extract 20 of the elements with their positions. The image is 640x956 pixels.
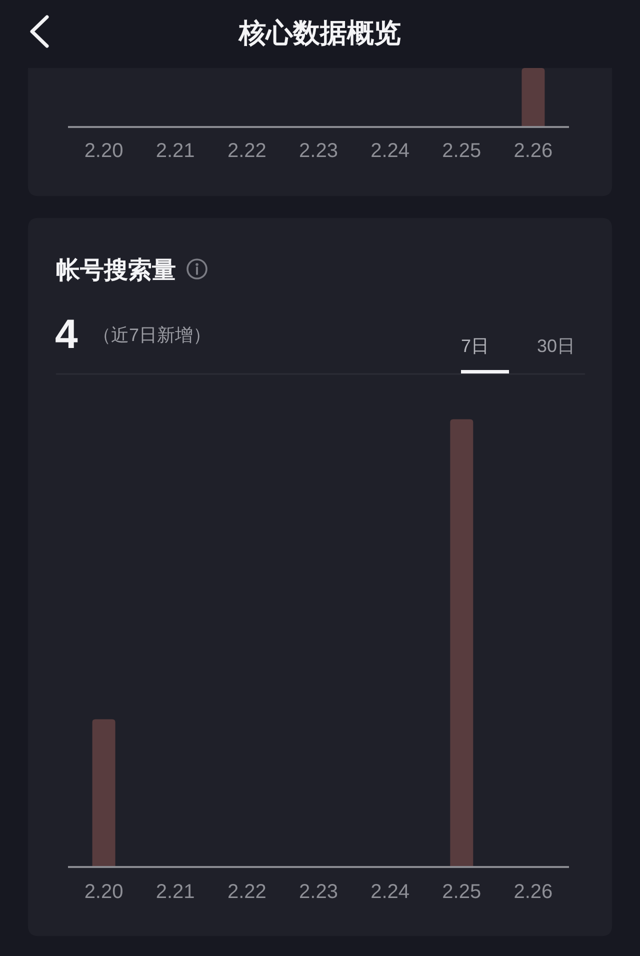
- x-tick-label: 2.23: [299, 140, 338, 162]
- x-tick-label: 2.25: [442, 881, 482, 903]
- x-tick-label: 2.23: [299, 881, 338, 903]
- x-tick-label: 2.20: [84, 881, 124, 903]
- kpi-note: （近7日新增）: [93, 325, 212, 345]
- kpi-value: 4: [55, 311, 78, 357]
- x-tick-label: 2.22: [227, 881, 266, 903]
- x-tick-label: 2.24: [370, 881, 410, 903]
- tab-label: 30日: [537, 336, 576, 356]
- tab-label: 7日: [461, 336, 490, 356]
- chart-title: 帐号搜索量: [56, 257, 176, 284]
- x-tick-label: 2.25: [442, 140, 482, 162]
- page-title: 核心数据概览: [239, 18, 401, 48]
- x-tick-label: 2.26: [514, 881, 553, 903]
- x-tick-label: 2.26: [514, 140, 553, 162]
- x-tick-label: 2.24: [370, 140, 410, 162]
- x-tick-label: 2.22: [227, 140, 266, 162]
- x-tick-label: 2.21: [156, 881, 195, 903]
- x-tick-label: 2.20: [84, 140, 124, 162]
- x-tick-label: 2.21: [156, 140, 195, 162]
